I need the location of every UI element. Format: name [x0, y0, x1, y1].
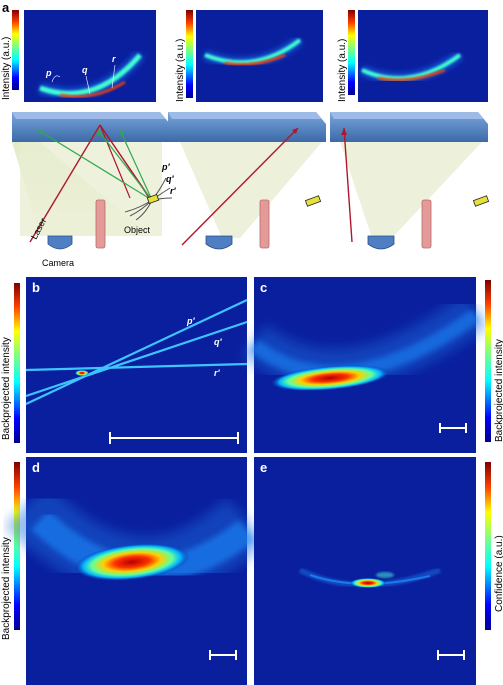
- relay-wall: [168, 112, 326, 142]
- panel-a-letter: a: [2, 0, 10, 15]
- hidden-object: [146, 193, 160, 205]
- relay-wall: [12, 112, 170, 142]
- camera-label: Camera: [42, 258, 74, 268]
- colorbar: [14, 462, 20, 630]
- panel-c-ylabel: Backprojected intensity: [494, 339, 503, 442]
- object-curve-label-p: p': [161, 162, 170, 172]
- panel-a-heatmap-3: Intensity (a.u.): [337, 10, 488, 102]
- line-label-q: q': [214, 337, 222, 347]
- colorbar: [485, 280, 491, 442]
- curve-label-r: r: [112, 54, 116, 64]
- colorbar: [12, 10, 19, 90]
- heatmap-image: [358, 10, 488, 102]
- scale-bar: [439, 423, 467, 433]
- curve-label-q: q: [82, 65, 88, 75]
- camera-icon: [367, 235, 395, 250]
- camera-icon: [205, 235, 233, 250]
- object-curve-label-r: r': [170, 186, 177, 196]
- occluder: [95, 199, 106, 249]
- panel-b: Backprojected intensity b p' q' r': [1, 277, 248, 453]
- panel-e-letter: e: [260, 460, 267, 475]
- intensity-axis-label: Intensity (a.u.): [337, 39, 348, 102]
- colorbar: [485, 462, 491, 630]
- scale-bar: [437, 650, 465, 660]
- heatmap-image: [254, 457, 476, 685]
- intensity-axis-label: Intensity (a.u.): [175, 39, 186, 102]
- colorbar: [348, 10, 355, 95]
- panel-e: e Confidence (a.u.): [254, 457, 503, 685]
- panel-a-heatmap-1: Intensity (a.u.) p q r: [1, 10, 156, 102]
- hidden-object: [304, 195, 322, 207]
- hidden-object: [472, 195, 490, 207]
- panel-d: Backprojected intensity d: [1, 457, 268, 685]
- camera-icon: [47, 235, 73, 250]
- panel-a-scene-1: p' q' r' Object Laser Camera: [12, 112, 177, 268]
- line-label-p: p': [186, 316, 195, 326]
- panel-d-letter: d: [32, 460, 40, 475]
- line-label-r: r': [214, 368, 221, 378]
- laser-beam: [29, 124, 101, 243]
- relay-wall: [330, 112, 488, 142]
- laser-beam: [343, 127, 353, 243]
- panel-a-scene-2: [168, 112, 326, 250]
- occluder: [259, 199, 270, 249]
- curve-label-p: p: [45, 68, 52, 78]
- panel-b-letter: b: [32, 280, 40, 295]
- panel-d-ylabel: Backprojected intensity: [1, 537, 12, 640]
- laser-beam: [181, 127, 299, 246]
- colorbar: [186, 10, 193, 98]
- panel-a-heatmap-2: Intensity (a.u.): [175, 10, 323, 102]
- object-curve-label-q: q': [166, 174, 174, 184]
- occluder: [421, 199, 432, 249]
- panel-c-letter: c: [260, 280, 267, 295]
- panel-e-ylabel: Confidence (a.u.): [494, 535, 503, 612]
- panel-b-ylabel: Backprojected intensity: [1, 337, 12, 440]
- scale-bar: [209, 650, 237, 660]
- scale-bar: [109, 432, 239, 444]
- intensity-axis-label: Intensity (a.u.): [1, 37, 12, 100]
- colorbar: [14, 283, 20, 443]
- panel-a-scene-3: [330, 112, 490, 250]
- object-label: Object: [124, 225, 151, 235]
- panel-c: c Backprojected intensity: [241, 277, 503, 453]
